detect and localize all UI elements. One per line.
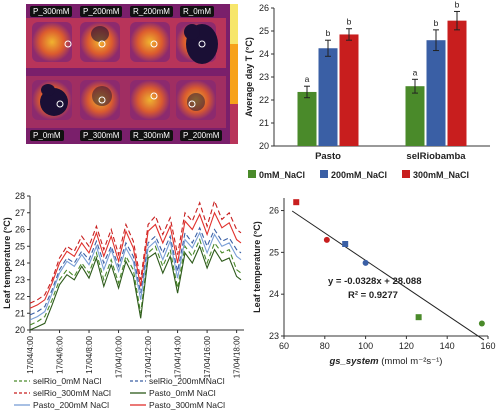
y-tick-label: 25 xyxy=(15,241,25,251)
y-tick-label: 23 xyxy=(15,275,25,285)
series-line xyxy=(29,238,242,326)
significance-letter: a xyxy=(413,67,418,77)
legend-swatch xyxy=(402,170,410,178)
x-tick-label: 17/04/18:00 xyxy=(233,335,242,378)
significance-letter: b xyxy=(347,17,352,27)
series-line xyxy=(29,231,242,321)
significance-letter: b xyxy=(326,28,331,38)
thermal-label: P_200mM xyxy=(180,130,223,141)
bar xyxy=(426,40,446,147)
category-label: Pasto xyxy=(315,151,341,162)
data-point xyxy=(293,199,300,206)
legend-label: Pasto_300mM NaCl xyxy=(149,400,225,410)
x-tick-label: 160 xyxy=(480,341,495,351)
trendline xyxy=(291,210,485,341)
y-tick-label: 25 xyxy=(259,26,269,36)
y-axis-label: Leaf temperature (°C) xyxy=(252,221,262,313)
bar xyxy=(318,48,338,146)
y-axis-label: Average day T (°C) xyxy=(244,37,254,117)
y-tick-label: 21 xyxy=(259,118,269,128)
bar xyxy=(297,91,317,146)
thermal-image-graphic xyxy=(26,4,238,144)
y-tick-label: 28 xyxy=(15,191,25,201)
y-tick-label: 21 xyxy=(15,308,25,318)
x-tick-label: 17/04/16:00 xyxy=(203,335,212,378)
thermal-label: P_0mM xyxy=(30,130,64,141)
x-tick-label: 17/04/6:00 xyxy=(56,335,65,373)
x-tick-label: 120 xyxy=(399,341,414,351)
bar-chart: 20 21 22 23 24 25 26 Average day T (°C) Pasto a b b… xyxy=(244,0,490,180)
x-tick-label: 17/04/12:00 xyxy=(144,335,153,378)
thermal-label: R_200mM xyxy=(130,6,173,17)
thermal-image: P_300mM P_200mM R_200mM R_0mM P_0mM P_30… xyxy=(26,4,238,144)
r-squared: R² = 0.9277 xyxy=(348,290,398,301)
legend-label: 0mM_NaCl xyxy=(259,170,305,180)
x-tick-label: 60 xyxy=(279,341,289,351)
significance-letter: a xyxy=(305,74,310,84)
y-tick-label: 22 xyxy=(259,95,269,105)
legend-label: selRio_300mM NaCl xyxy=(33,388,111,398)
legend-swatch xyxy=(320,170,328,178)
thermal-label: P_300mM xyxy=(30,6,73,17)
legend-label: Pasto_0mM NaCl xyxy=(149,388,216,398)
bar xyxy=(339,34,359,147)
thermal-label: R_0mM xyxy=(180,6,215,17)
legend-swatch xyxy=(248,170,256,178)
y-tick-label: 24 xyxy=(269,289,279,299)
scatter-chart: 23 24 25 26 60 80 100 120 140 160 Leaf temperature… xyxy=(252,198,496,367)
y-tick-label: 26 xyxy=(269,206,279,216)
y-tick-label: 26 xyxy=(259,3,269,13)
series-line xyxy=(29,211,242,309)
significance-letter: b xyxy=(455,0,460,9)
y-tick-label: 20 xyxy=(259,141,269,151)
bar xyxy=(405,86,425,146)
data-point xyxy=(362,259,369,266)
y-tick-label: 23 xyxy=(269,331,279,341)
legend-label: Pasto_200mM NaCl xyxy=(33,400,109,410)
thermal-label: P_300mM xyxy=(80,130,123,141)
trend-equation: y = -0.0328x + 28.088 xyxy=(328,276,422,287)
x-axis-label: gs_system (mmol m⁻²s⁻¹) xyxy=(329,356,443,367)
legend-label: selRio_0mM NaCl xyxy=(33,376,102,386)
significance-letter: b xyxy=(434,18,439,28)
bar xyxy=(447,20,467,146)
y-axis-label: Leaf temperature (°C) xyxy=(2,217,12,309)
y-tick-label: 20 xyxy=(15,325,25,335)
data-point xyxy=(478,320,485,327)
series-line xyxy=(29,226,242,316)
series-line xyxy=(29,199,242,304)
x-tick-label: 100 xyxy=(358,341,373,351)
y-tick-label: 22 xyxy=(15,292,25,302)
y-tick-label: 23 xyxy=(259,72,269,82)
series-line xyxy=(29,244,242,331)
x-tick-label: 17/04/4:00 xyxy=(26,335,35,373)
thermal-label: R_300mM xyxy=(130,130,173,141)
y-tick-label: 25 xyxy=(269,247,279,257)
legend-label: 200mM_NaCl xyxy=(331,170,387,180)
data-point xyxy=(342,241,349,247)
x-tick-label: 17/04/8:00 xyxy=(85,335,94,373)
x-tick-label: 140 xyxy=(440,341,455,351)
thermal-label: P_200mM xyxy=(80,6,123,17)
x-tick-label: 80 xyxy=(320,341,330,351)
y-tick-label: 24 xyxy=(15,258,25,268)
y-tick-label: 24 xyxy=(259,49,269,59)
data-point xyxy=(415,314,422,321)
x-tick-label: 17/04/10:00 xyxy=(115,335,124,378)
x-tick-label: 17/04/14:00 xyxy=(174,335,183,378)
legend-label: 300mM_NaCl xyxy=(413,170,469,180)
legend-label: selRio_200mMNaCl xyxy=(149,376,225,386)
category-label: selRiobamba xyxy=(406,151,466,162)
data-point xyxy=(323,236,330,243)
y-tick-label: 27 xyxy=(15,208,25,218)
line-chart: 20 21 22 23 24 25 26 27 28 17/04/4:00 17/04/6:00 17… xyxy=(2,191,244,410)
y-tick-label: 26 xyxy=(15,225,25,235)
